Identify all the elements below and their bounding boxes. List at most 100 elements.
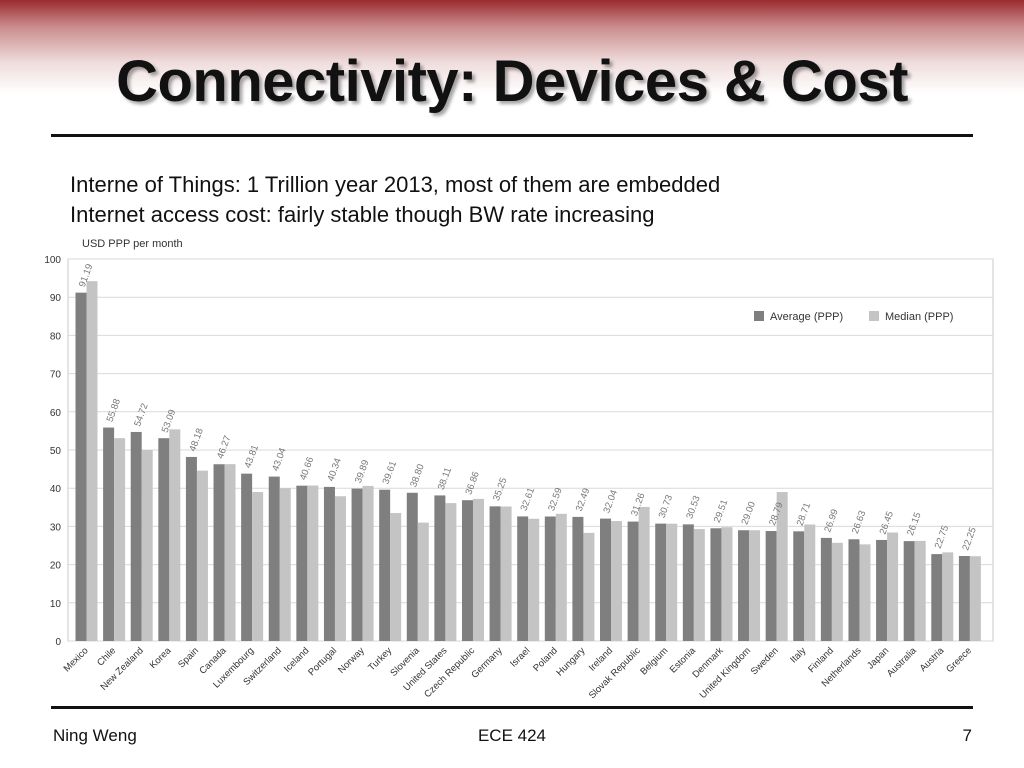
- bar-median-25: [776, 492, 788, 641]
- bar-median-29: [887, 532, 899, 641]
- legend-label-median: Median (PPP): [885, 311, 953, 323]
- bar-average-16: [517, 516, 529, 641]
- bar-average-10: [351, 488, 363, 641]
- bar-median-11: [390, 513, 402, 641]
- category-label: Sweden: [749, 645, 781, 677]
- bar-average-26: [793, 531, 805, 641]
- category-label: Japan: [865, 645, 891, 671]
- bar-median-23: [721, 527, 733, 641]
- page-number: 7: [962, 726, 972, 745]
- bar-average-6: [241, 473, 253, 641]
- bar-average-20: [627, 521, 639, 641]
- bar-median-10: [362, 485, 374, 641]
- bar-average-13: [434, 495, 446, 641]
- bar-median-6: [252, 492, 264, 641]
- bar-median-7: [279, 488, 291, 641]
- bar-median-13: [445, 503, 457, 641]
- bar-average-22: [682, 524, 694, 641]
- bar-average-7: [268, 476, 280, 641]
- y-tick-label: 60: [50, 408, 62, 419]
- legend: Average (PPP) Median (PPP): [754, 311, 953, 323]
- bar-average-29: [876, 539, 888, 641]
- slide-title: Connectivity: Devices & Cost: [116, 49, 908, 114]
- bar-median-0: [86, 281, 98, 641]
- category-label: Slovak Republic: [587, 645, 643, 701]
- category-label: Italy: [788, 645, 808, 665]
- legend-swatch-average: [754, 311, 764, 321]
- bar-median-14: [472, 498, 484, 641]
- bar-median-32: [969, 556, 981, 641]
- bar-median-12: [417, 522, 429, 641]
- bar-median-20: [638, 506, 650, 641]
- bar-median-18: [583, 532, 595, 641]
- category-label: Israel: [508, 645, 532, 669]
- bar-average-24: [738, 530, 750, 641]
- y-axis-title: USD PPP per month: [82, 238, 183, 250]
- y-tick-label: 10: [50, 599, 62, 610]
- bar-median-9: [334, 496, 346, 641]
- y-tick-label: 90: [50, 293, 62, 304]
- category-label: Austria: [918, 645, 947, 674]
- bar-average-19: [600, 518, 612, 641]
- y-tick-label: 100: [44, 255, 61, 266]
- bar-median-26: [804, 524, 816, 641]
- bar-average-28: [848, 539, 860, 641]
- bar-median-4: [196, 470, 208, 641]
- category-label: Germany: [469, 645, 505, 681]
- bar-series: [75, 281, 981, 641]
- bar-median-22: [693, 529, 705, 641]
- bar-median-28: [859, 544, 871, 641]
- legend-label-average: Average (PPP): [770, 311, 843, 323]
- bar-median-3: [169, 429, 181, 641]
- bar-average-0: [75, 292, 87, 641]
- bar-average-21: [655, 523, 667, 641]
- bar-average-2: [130, 431, 142, 641]
- category-label: Portugal: [306, 645, 339, 678]
- bar-median-1: [114, 438, 126, 641]
- footer-course: ECE 424: [477, 726, 547, 745]
- bar-average-1: [103, 427, 115, 641]
- title-gradient-band: [0, 0, 1024, 130]
- bar-average-23: [710, 528, 722, 641]
- category-label: Belgium: [638, 645, 670, 677]
- bar-average-11: [379, 489, 391, 641]
- bar-median-27: [831, 542, 843, 641]
- bullet-access-cost: Internet access cost: fairly stable thou…: [70, 202, 655, 227]
- bar-average-3: [158, 438, 170, 641]
- bar-average-25: [765, 531, 777, 641]
- bar-median-17: [555, 513, 567, 641]
- category-label: Australia: [885, 645, 919, 679]
- category-label: Hungary: [554, 645, 587, 678]
- bar-average-8: [296, 485, 308, 641]
- y-tick-label: 30: [50, 522, 62, 533]
- category-label: Norway: [336, 645, 367, 676]
- bar-average-18: [572, 516, 584, 641]
- y-tick-label: 80: [50, 331, 62, 342]
- bar-median-31: [942, 552, 954, 641]
- bar-median-21: [666, 523, 678, 641]
- bar-median-19: [611, 521, 623, 641]
- y-tick-label: 0: [55, 637, 61, 648]
- title-divider: [51, 134, 973, 137]
- category-label: Chile: [95, 645, 118, 668]
- bar-average-15: [489, 506, 501, 641]
- y-tick-label: 40: [50, 484, 62, 495]
- footer-author: Ning Weng: [53, 726, 137, 745]
- bar-average-5: [213, 464, 225, 641]
- bar-average-12: [406, 492, 418, 641]
- y-axis: 0 10 20 30 40 50 60 70 80 90 100: [44, 255, 61, 648]
- y-tick-label: 50: [50, 446, 62, 457]
- bar-median-30: [914, 540, 926, 641]
- footer-divider: [51, 706, 973, 709]
- bar-average-31: [931, 554, 943, 641]
- y-tick-label: 20: [50, 561, 62, 572]
- y-tick-label: 70: [50, 370, 62, 381]
- bar-average-14: [461, 500, 473, 641]
- bar-average-27: [820, 537, 832, 641]
- category-label: Korea: [148, 645, 174, 671]
- bar-average-9: [323, 486, 335, 641]
- bar-average-30: [903, 541, 915, 641]
- internet-cost-bar-chart: 0 10 20 30 40 50 60 70 80 90 100 USD PPP per month…: [44, 238, 994, 701]
- category-label: Spain: [176, 645, 201, 670]
- bar-median-15: [500, 506, 512, 641]
